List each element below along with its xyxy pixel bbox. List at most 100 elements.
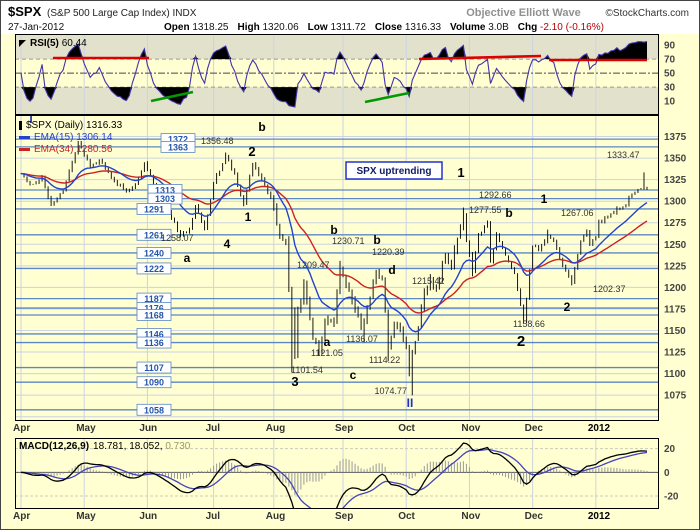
svg-text:b: b <box>505 206 512 220</box>
x-axis-month-label: Oct <box>398 511 415 522</box>
ema15-legend-row: EMA(15) 1306.14 <box>19 132 122 144</box>
svg-text:3: 3 <box>291 374 298 389</box>
ema34-label: EMA(34) 1280.56 <box>34 144 113 155</box>
x-axis-month-label: Apr <box>13 511 31 522</box>
ema15-marker-icon <box>19 135 30 139</box>
svg-text:1277.55: 1277.55 <box>469 205 502 215</box>
price-series-marker-icon <box>19 120 22 130</box>
x-axis-month-label: 2012 <box>587 423 611 434</box>
x-axis-month-label: Aug <box>265 511 286 522</box>
price-series-label: $SPX (Daily) 1316.33 <box>26 120 123 131</box>
svg-text:1: 1 <box>541 192 548 206</box>
svg-text:1275: 1275 <box>664 218 687 229</box>
x-axis-month-label: Nov <box>461 423 481 434</box>
svg-text:1168: 1168 <box>144 310 164 320</box>
svg-text:1325: 1325 <box>664 175 687 186</box>
symbol: $SPX <box>8 4 42 19</box>
x-axis-month-label: 2012 <box>587 511 611 522</box>
svg-text:1333.47: 1333.47 <box>607 150 640 160</box>
quote-volume: Volume 3.0B <box>450 22 509 33</box>
svg-text:b: b <box>258 120 265 134</box>
ema34-legend-row: EMA(34) 1280.56 <box>19 144 122 156</box>
rsi-value: 60.44 <box>61 38 87 49</box>
svg-text:20: 20 <box>664 444 676 455</box>
svg-text:1261: 1261 <box>144 230 164 240</box>
svg-text:SPX uptrending: SPX uptrending <box>357 166 432 177</box>
quote-high-value: 1320.06 <box>262 22 299 33</box>
svg-text:1350: 1350 <box>664 154 687 165</box>
svg-text:1074.77: 1074.77 <box>374 386 407 396</box>
svg-text:1375: 1375 <box>664 132 687 143</box>
svg-text:1258.07: 1258.07 <box>161 233 194 243</box>
macd-hist-value: 0.730 <box>165 441 191 452</box>
svg-text:1187: 1187 <box>144 294 164 304</box>
x-axis-month-label: Dec <box>524 511 543 522</box>
rsi-panel-chart: 90 70 50 30 10 <box>15 34 676 115</box>
header-title-row: $SPX (S&P 500 Large Cap Index) INDX Obje… <box>1 1 699 19</box>
x-axis-month-label: Sep <box>335 423 354 434</box>
svg-text:b: b <box>373 233 380 247</box>
symbol-title: $SPX (S&P 500 Large Cap Index) INDX <box>8 4 196 19</box>
x-axis-month-label: Jun <box>139 511 158 522</box>
ema34-marker-icon <box>19 147 30 151</box>
price-panel-chart: 1372136313131303129112611240122211871176… <box>15 115 687 421</box>
svg-text:1150: 1150 <box>664 326 686 337</box>
svg-text:1158.66: 1158.66 <box>513 319 545 329</box>
svg-text:1107: 1107 <box>144 363 164 373</box>
svg-text:a: a <box>184 251 191 265</box>
svg-text:1372: 1372 <box>168 135 188 145</box>
x-axis-month-label: May <box>76 423 96 434</box>
x-axis-months-main: Apr May Jun Jul Aug Sep Oct Nov Dec 2012 <box>1 422 699 438</box>
quote-row: 27-Jan-2012 Open 1318.25 High 1320.06 Lo… <box>1 19 699 33</box>
svg-text:b: b <box>330 223 337 237</box>
svg-text:10: 10 <box>664 97 676 108</box>
price-series-legend-row: $SPX (Daily) 1316.33 <box>19 120 122 132</box>
svg-text:II: II <box>407 396 414 410</box>
svg-text:1121.05: 1121.05 <box>311 348 343 358</box>
x-axis-month-label: Sep <box>335 511 354 522</box>
x-axis-month-label: Oct <box>398 423 415 434</box>
quote-open-value: 1318.25 <box>192 22 229 33</box>
svg-text:1175: 1175 <box>664 304 686 315</box>
quote-change-label: Chg <box>517 22 538 33</box>
quote-close: Close 1316.33 <box>375 22 441 33</box>
svg-text:90: 90 <box>664 41 676 52</box>
svg-text:-20: -20 <box>664 491 679 502</box>
watermark-label: Objective Elliott Wave <box>466 7 581 19</box>
quote-open: Open 1318.25 <box>164 22 229 33</box>
ema15-label: EMA(15) 1306.14 <box>34 132 113 143</box>
svg-text:1090: 1090 <box>144 378 164 388</box>
macd-panel-chart: 20 0 -20 <box>15 438 679 509</box>
quote-low-label: Low <box>307 22 328 33</box>
svg-text:1313: 1313 <box>155 185 175 195</box>
quote-high: High 1320.06 <box>238 22 299 33</box>
macd-legend: MACD(12,26,9) 18.781, 18.052, 0.730 <box>19 441 190 453</box>
chart-date: 27-Jan-2012 <box>8 22 65 33</box>
copyright-label: ©StockCharts.com <box>605 8 689 19</box>
svg-text:1215.42: 1215.42 <box>412 276 445 286</box>
svg-text:1: 1 <box>457 165 464 180</box>
svg-text:1058: 1058 <box>144 405 164 415</box>
quote-change: Chg -2.10 (-0.16%) <box>518 22 604 33</box>
quote-low: Low 1311.72 <box>308 22 366 33</box>
svg-text:1176: 1176 <box>144 304 164 314</box>
svg-text:1250: 1250 <box>664 240 687 251</box>
x-axis-month-label: Aug <box>265 423 286 434</box>
svg-text:d: d <box>388 263 395 277</box>
rsi-legend: RSI(5) 60.44 <box>19 38 87 50</box>
svg-text:1230.71: 1230.71 <box>332 236 365 246</box>
macd-signal-value: 18.052, <box>129 441 163 452</box>
x-axis-months-macd: Apr May Jun Jul Aug Sep Oct Nov Dec 2012 <box>1 510 699 526</box>
svg-text:1114.22: 1114.22 <box>369 355 400 365</box>
svg-text:0: 0 <box>664 468 670 479</box>
quote-change-value: -2.10 (-0.16%) <box>540 22 604 33</box>
svg-text:1291: 1291 <box>144 204 164 214</box>
quote-volume-value: 3.0B <box>488 22 509 33</box>
svg-text:1202.37: 1202.37 <box>593 284 626 294</box>
svg-text:1356.48: 1356.48 <box>201 136 234 146</box>
svg-text:2: 2 <box>564 300 571 314</box>
svg-text:1146: 1146 <box>144 329 164 339</box>
svg-text:1200: 1200 <box>664 283 687 294</box>
svg-text:1300: 1300 <box>664 197 687 208</box>
